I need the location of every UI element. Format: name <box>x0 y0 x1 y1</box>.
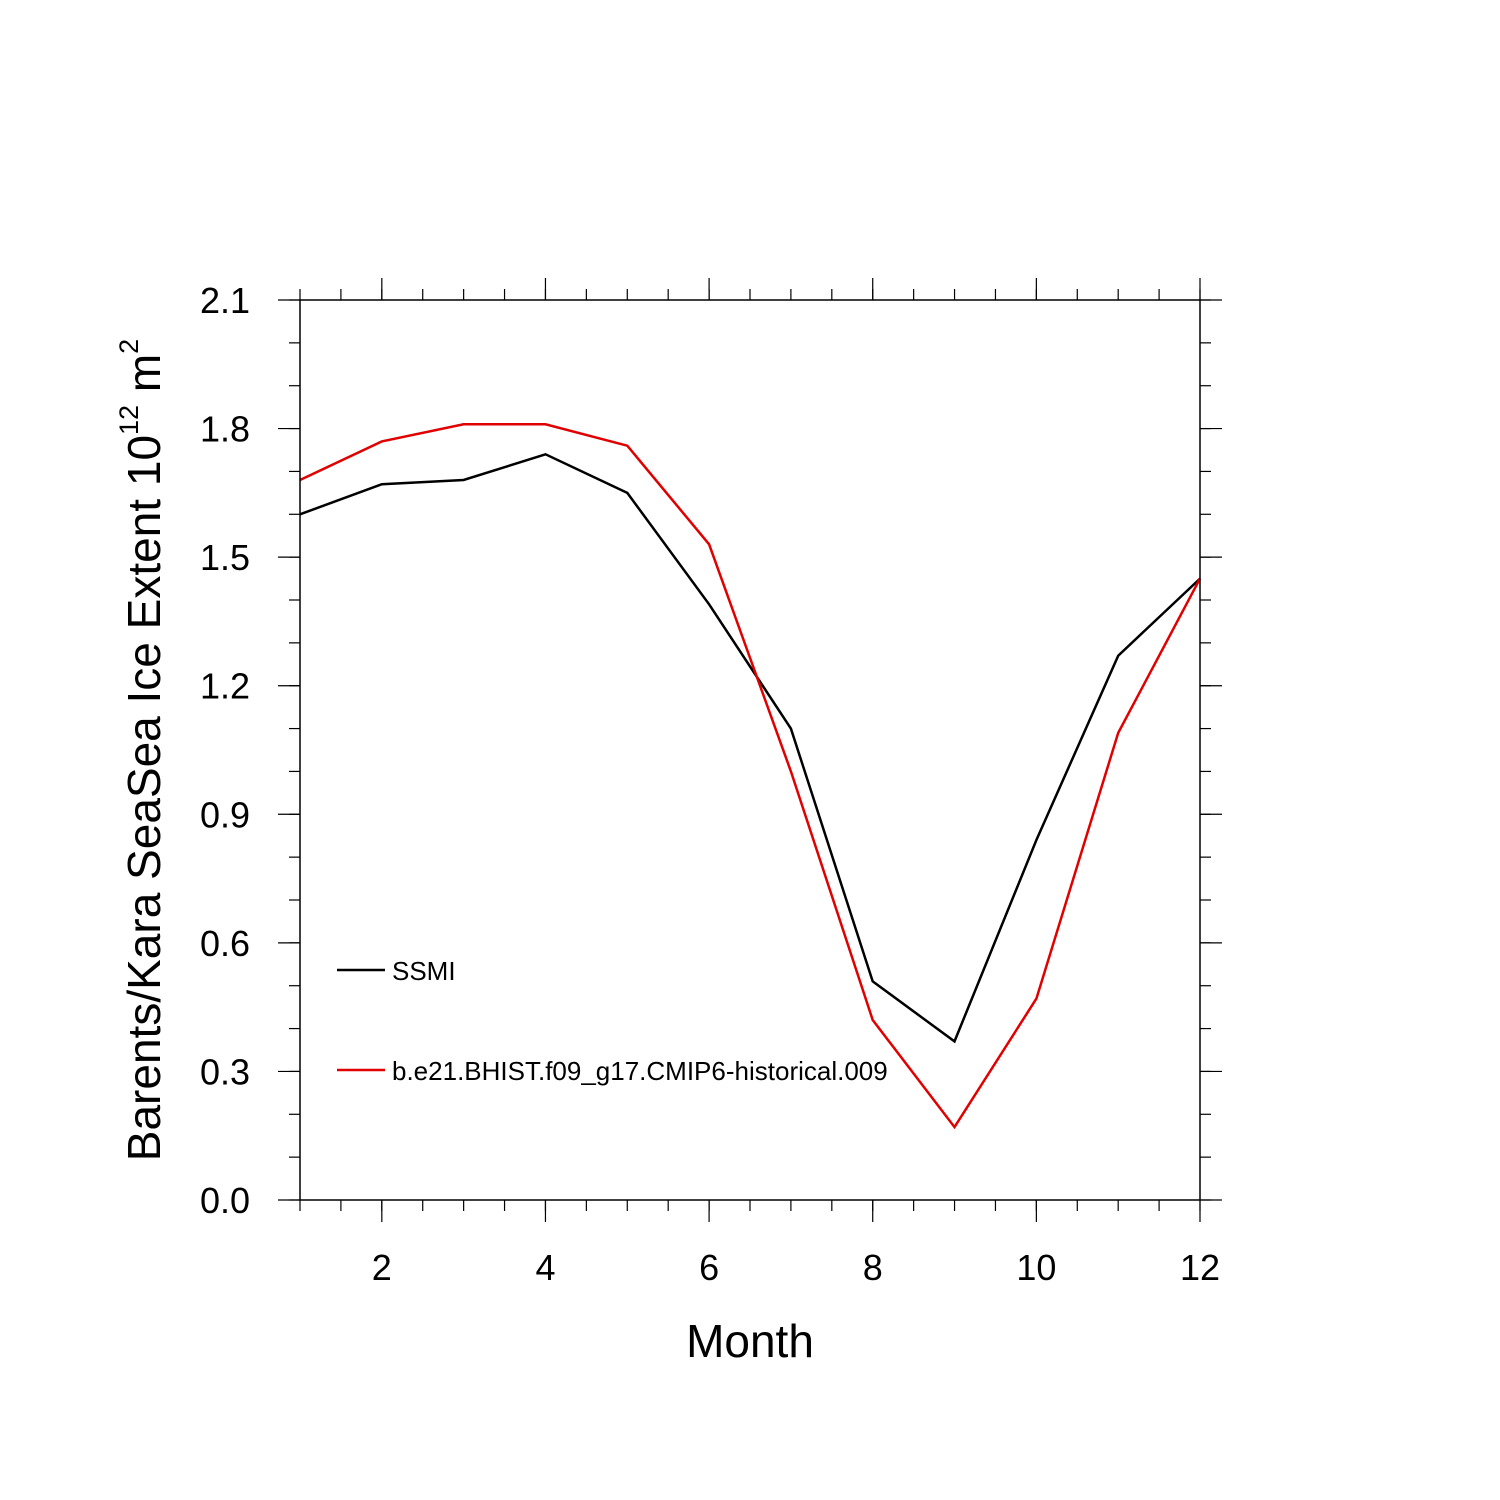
y-tick-label: 1.8 <box>200 409 250 450</box>
y-tick-label: 0.6 <box>200 923 250 964</box>
x-axis-title: Month <box>686 1315 814 1367</box>
y-axis-title-exponent: 12 <box>114 405 144 435</box>
x-tick-label: 12 <box>1180 1247 1220 1288</box>
x-tick-label: 10 <box>1016 1247 1056 1288</box>
x-tick-label: 8 <box>863 1247 883 1288</box>
y-tick-label: 0.3 <box>200 1051 250 1092</box>
y-axis-title: Barents/Kara SeaSea Ice Extent 1012 m2 <box>114 339 170 1161</box>
legend-label-model: b.e21.BHIST.f09_g17.CMIP6-historical.009 <box>392 1056 888 1086</box>
y-axis-title-unit: m <box>118 354 170 405</box>
x-tick-label: 4 <box>535 1247 555 1288</box>
x-tick-label: 6 <box>699 1247 719 1288</box>
tick-labels: 2 4 6 8 10 12 0.0 0.3 0.6 0.9 1.2 1.5 1.8 2.1 <box>200 280 1220 1288</box>
series-line-model <box>299 423 1202 1130</box>
plot-frame <box>299 299 1201 1201</box>
y-axis-title-unit-exponent: 2 <box>114 339 144 354</box>
x-tick-label: 2 <box>372 1247 392 1288</box>
y-tick-label: 1.5 <box>200 537 250 578</box>
series-lines <box>299 423 1202 1130</box>
legend-label-ssmi: SSMI <box>392 956 456 986</box>
y-tick-label: 2.1 <box>200 280 250 321</box>
series-line-ssmi <box>299 452 1201 1044</box>
legend: SSMI b.e21.BHIST.f09_g17.CMIP6-historica… <box>337 956 888 1086</box>
y-tick-label: 0.9 <box>200 794 250 835</box>
axis-ticks <box>278 278 1222 1222</box>
y-axis-title-prefix: Barents/Kara SeaSea Ice Extent 10 <box>118 435 170 1161</box>
y-tick-label: 1.2 <box>200 666 250 707</box>
y-tick-label: 0.0 <box>200 1180 250 1221</box>
